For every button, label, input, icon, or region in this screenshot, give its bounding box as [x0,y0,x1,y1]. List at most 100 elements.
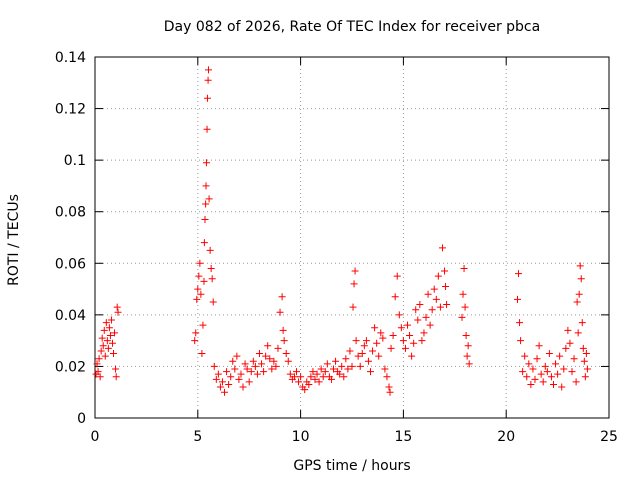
data-point [301,386,309,394]
data-point [235,375,243,383]
data-point [367,368,375,376]
data-point [554,370,562,378]
data-point [209,298,217,306]
data-point [430,285,438,293]
data-point [195,272,203,280]
data-point [307,373,315,381]
data-point [441,267,449,275]
data-point [460,264,468,272]
data-point [369,347,377,355]
data-point [332,357,340,365]
data-point [517,337,525,345]
data-point [297,373,305,381]
data-point [362,337,370,345]
data-point [258,360,266,368]
data-point [434,272,442,280]
data-point [107,316,115,324]
y-tick-label: 0 [77,411,86,427]
data-point [196,259,204,267]
data-point [112,365,120,373]
data-point [111,329,119,337]
data-point [194,285,202,293]
data-point [578,319,586,327]
data-point [340,373,348,381]
data-point [113,303,121,311]
data-point [404,321,412,329]
grid-lines [95,57,609,418]
data-point [223,368,231,376]
data-point [389,331,397,339]
data-point [383,373,391,381]
data-point [552,360,560,368]
data-point [233,352,241,360]
data-point [432,295,440,303]
y-tick-label: 0.02 [55,359,86,375]
data-point [348,362,356,370]
data-point [241,360,249,368]
data-point [412,306,420,314]
data-point [98,334,106,342]
axis-ticks: 0 0.02 0.04 0.06 0.08 0.1 0.12 0.14 0 5 10 15 20 25 [55,50,618,445]
data-point [295,378,303,386]
data-point [379,334,387,342]
data-point [102,319,110,327]
data-point [249,357,257,365]
data-point [280,337,288,345]
data-point [114,308,122,316]
data-point [572,378,580,386]
data-point [545,350,553,358]
data-point [516,319,524,327]
data-point [527,380,535,388]
data-point [202,182,210,190]
data-point [463,352,471,360]
data-point [582,350,590,358]
data-point [112,373,120,381]
data-point [558,383,566,391]
data-point [416,301,424,309]
data-point [199,321,207,329]
data-point [581,373,589,381]
data-point [395,311,403,319]
x-tick-label: 5 [193,429,202,445]
data-point [393,272,401,280]
data-point [459,290,467,298]
data-point [201,215,209,223]
x-tick-label: 0 [91,429,100,445]
x-axis-label: GPS time / hours [293,458,410,474]
data-point [515,270,523,278]
data-point [105,324,113,332]
data-point [97,347,105,355]
data-point [385,383,393,391]
data-point [465,360,473,368]
data-point [535,342,543,350]
y-tick-label: 0.12 [55,102,86,118]
data-point [108,339,116,347]
data-point [387,344,395,352]
data-point [200,239,208,247]
data-point [521,352,529,360]
data-points [92,66,591,396]
data-point [391,293,399,301]
data-point [205,195,213,203]
data-point [197,290,205,298]
data-point [243,365,251,373]
data-point [543,368,551,376]
data-point [401,344,409,352]
data-point [315,378,323,386]
data-point [579,344,587,352]
data-point [442,282,450,290]
data-point [202,200,210,208]
data-point [264,342,272,350]
data-point [278,293,286,301]
data-point [356,362,364,370]
data-point [443,301,451,309]
data-point [204,76,212,84]
data-point [458,313,466,321]
y-tick-label: 0.14 [55,50,86,66]
data-point [562,344,570,352]
data-point [560,365,568,373]
data-point [344,365,352,373]
data-point [253,370,261,378]
